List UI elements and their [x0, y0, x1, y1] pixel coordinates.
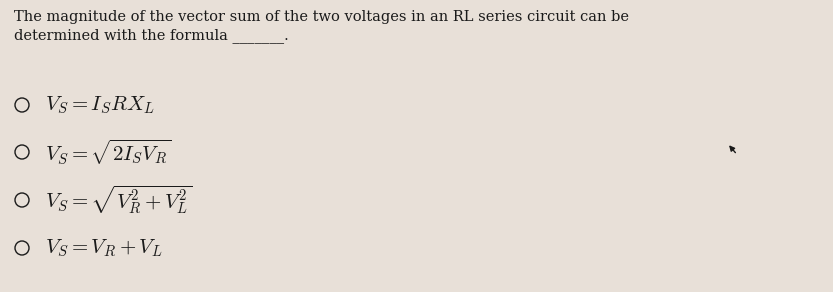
Text: determined with the formula _______.: determined with the formula _______. [14, 28, 289, 43]
Text: $V_S = I_S R X_L$: $V_S = I_S R X_L$ [45, 94, 155, 116]
Text: The magnitude of the vector sum of the two voltages in an RL series circuit can : The magnitude of the vector sum of the t… [14, 10, 629, 24]
Text: $V_S = \sqrt{2I_S V_R}$: $V_S = \sqrt{2I_S V_R}$ [45, 137, 171, 167]
Text: $V_S = \sqrt{V_R^{2} + V_L^{2}}$: $V_S = \sqrt{V_R^{2} + V_L^{2}}$ [45, 184, 192, 216]
Text: $V_S = V_R + V_L$: $V_S = V_R + V_L$ [45, 237, 162, 259]
